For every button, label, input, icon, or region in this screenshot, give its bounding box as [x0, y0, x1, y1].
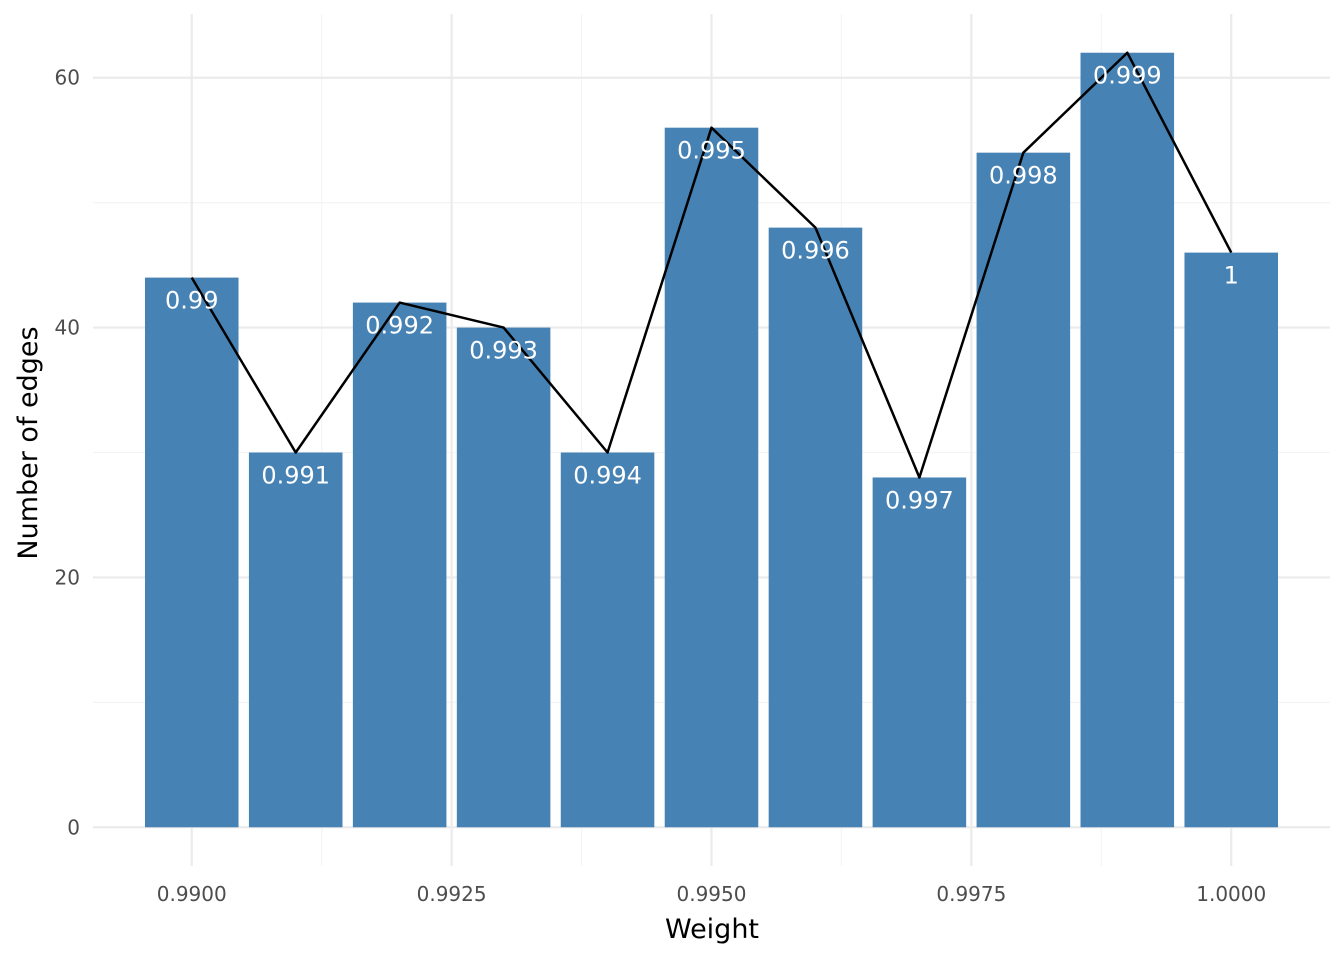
- bar: [768, 227, 863, 828]
- overlay-line-group: [190, 51, 1233, 479]
- bar: [352, 302, 447, 828]
- x-tick-label: 0.9950: [677, 882, 747, 906]
- bar-value-label: 0.994: [573, 461, 642, 489]
- bars: [144, 52, 1279, 828]
- x-tick-label: 0.9975: [936, 882, 1006, 906]
- overlay-line: [190, 51, 1233, 479]
- y-tick-labels: 0 20 40 60: [55, 66, 80, 840]
- bar: [456, 327, 551, 828]
- x-tick-label: 0.9925: [417, 882, 487, 906]
- bar: [248, 452, 343, 828]
- bar: [664, 127, 759, 828]
- bar: [560, 452, 655, 828]
- bar-value-label: 0.993: [469, 337, 538, 365]
- bar-labels: 0.99 0.991 0.992 0.993 0.994 0.995 0.996 0.997 0…: [165, 62, 1239, 515]
- y-tick-label: 0: [67, 815, 80, 839]
- bar-value-label: 0.991: [261, 461, 330, 489]
- bar-value-label: 0.992: [365, 312, 434, 340]
- bar-value-label: 1: [1224, 262, 1239, 290]
- x-tick-label: 1.0000: [1196, 882, 1266, 906]
- bar: [144, 277, 239, 828]
- bar: [1080, 52, 1175, 828]
- y-tick-label: 20: [55, 565, 80, 589]
- bar: [976, 152, 1071, 828]
- y-axis-title: Number of edges: [13, 326, 44, 559]
- x-axis-title: Weight: [665, 914, 759, 945]
- bar-value-label: 0.998: [989, 162, 1058, 190]
- x-tick-labels: 0.9900 0.9925 0.9950 0.9975 1.0000: [157, 882, 1266, 906]
- y-tick-label: 40: [55, 316, 80, 340]
- y-tick-label: 60: [55, 66, 80, 90]
- bar-value-label: 0.995: [677, 137, 746, 165]
- bar-value-label: 0.997: [885, 486, 954, 514]
- x-tick-label: 0.9900: [157, 882, 227, 906]
- bar: [1184, 252, 1279, 828]
- bar: [872, 477, 967, 828]
- bar-value-label: 0.99: [165, 287, 218, 315]
- bar-value-label: 0.999: [1093, 62, 1162, 90]
- bar-value-label: 0.996: [781, 237, 850, 265]
